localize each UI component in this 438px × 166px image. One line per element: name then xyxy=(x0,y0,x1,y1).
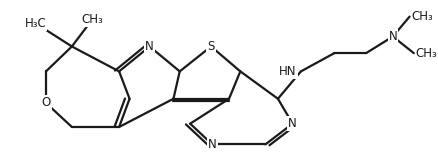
Text: CH₃: CH₃ xyxy=(412,10,434,23)
Text: O: O xyxy=(41,96,51,109)
Text: HN: HN xyxy=(279,65,297,78)
Text: CH₃: CH₃ xyxy=(81,13,103,26)
Text: S: S xyxy=(207,40,215,53)
Text: N: N xyxy=(288,117,297,130)
Text: CH₃: CH₃ xyxy=(416,47,438,60)
Text: N: N xyxy=(389,30,397,43)
Text: H₃C: H₃C xyxy=(25,17,46,30)
Text: N: N xyxy=(145,40,154,53)
Text: N: N xyxy=(208,138,217,151)
